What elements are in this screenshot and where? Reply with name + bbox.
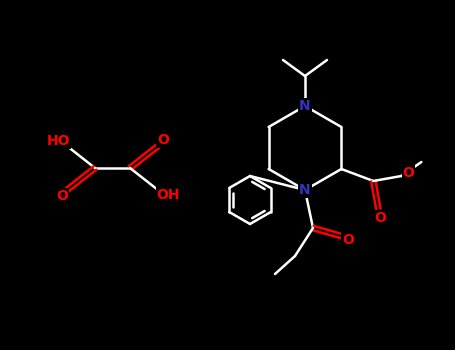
Text: N: N — [299, 183, 311, 197]
Text: OH: OH — [156, 188, 180, 202]
Text: HO: HO — [47, 134, 71, 148]
Text: O: O — [374, 211, 386, 225]
Text: O: O — [402, 166, 415, 180]
Text: O: O — [56, 189, 68, 203]
Text: N: N — [299, 99, 311, 113]
Text: O: O — [342, 233, 354, 247]
Text: O: O — [157, 133, 169, 147]
